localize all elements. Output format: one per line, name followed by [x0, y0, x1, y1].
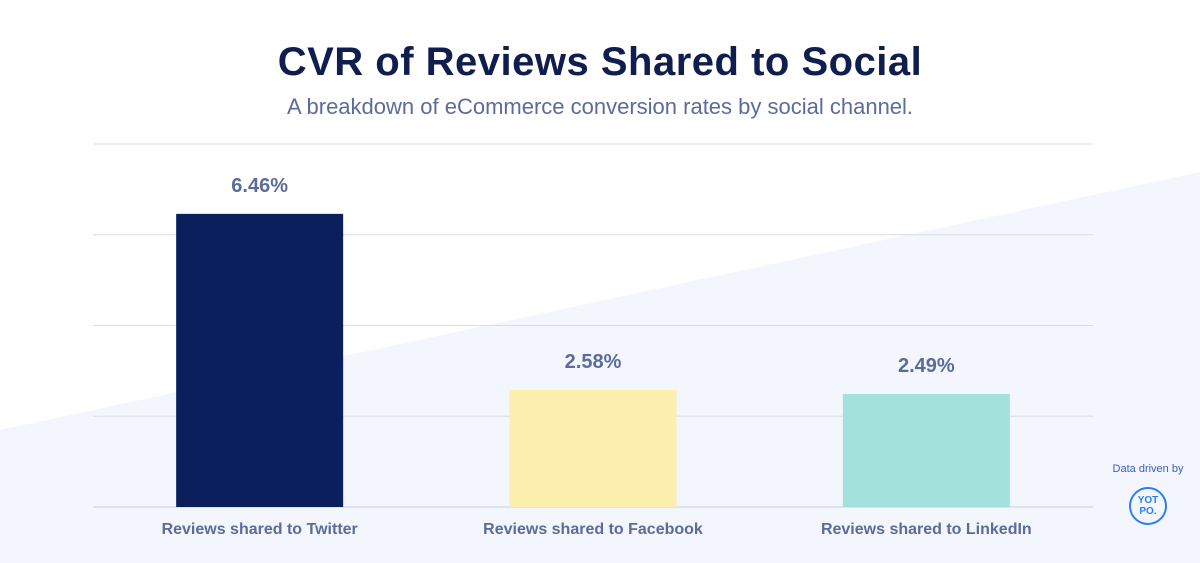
bar — [176, 213, 344, 507]
bar — [509, 389, 677, 507]
badge-text: Data driven by — [1112, 463, 1184, 475]
data-label: 6.46% — [231, 175, 288, 197]
page-title: CVR of Reviews Shared to Social — [277, 40, 923, 84]
category-label: Reviews shared to LinkedIn — [821, 521, 1032, 538]
yotpo-logo: YOT PO. — [1129, 487, 1167, 525]
category-label: Reviews shared to Facebook — [483, 521, 703, 538]
data-label: 2.58% — [565, 351, 622, 373]
bar — [842, 394, 1010, 507]
data-source-badge: Data driven by YOT PO. — [1112, 462, 1184, 525]
data-label: 2.49% — [898, 355, 955, 377]
category-label: Reviews shared to Twitter — [162, 521, 358, 538]
page-subtitle: A breakdown of eCommerce conversion rate… — [286, 94, 914, 119]
